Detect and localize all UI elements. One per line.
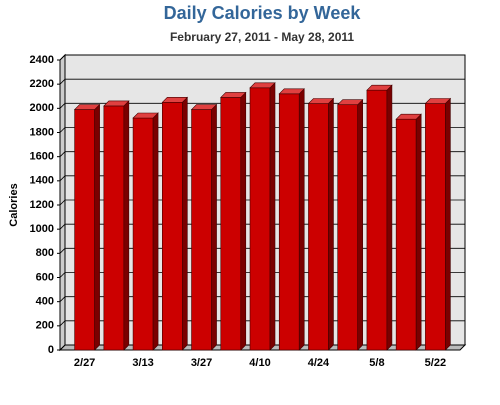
bar-top: [132, 112, 159, 119]
bar-front: [278, 93, 300, 351]
bar-top: [220, 92, 247, 98]
bar-side: [94, 103, 100, 351]
bar-front: [220, 97, 242, 351]
bar-side: [211, 103, 217, 351]
y-tick-label: 1000: [30, 223, 54, 235]
y-tick-label: 2400: [30, 54, 54, 66]
bar: [366, 84, 393, 351]
bar-top: [161, 96, 189, 103]
chart-title: Daily Calories by Week: [164, 3, 362, 23]
bar-top: [424, 98, 452, 104]
grid-line: [59, 78, 465, 85]
bar-side: [152, 112, 159, 351]
bar-front: [366, 89, 388, 351]
bar-front: [425, 103, 446, 351]
bar-top: [73, 104, 101, 110]
bar-front: [162, 101, 183, 351]
bar: [103, 100, 130, 351]
y-tick-label: 1800: [30, 126, 54, 138]
y-tick-label: 800: [36, 247, 54, 259]
bar-front: [249, 87, 271, 351]
bar-side: [386, 84, 393, 351]
y-tick-label: 1600: [30, 151, 54, 163]
bar-side: [328, 97, 334, 351]
bar-front: [337, 104, 358, 351]
x-tick-label: 3/27: [191, 357, 212, 369]
bar-front: [132, 117, 154, 351]
bar-side: [240, 91, 247, 351]
bar-front: [395, 118, 417, 351]
y-axis-label: Calories: [8, 183, 20, 226]
y-tick-label: 1200: [30, 199, 54, 211]
bar: [249, 82, 276, 351]
bar-side: [123, 100, 130, 351]
bar-top: [307, 98, 335, 104]
bar-front: [103, 105, 125, 351]
y-tick-label: 1400: [30, 175, 54, 187]
bar-top: [336, 99, 364, 106]
bar-top: [366, 84, 393, 91]
x-tick-label: 5/22: [425, 357, 446, 369]
bar: [132, 112, 159, 351]
bar-side: [415, 113, 422, 351]
x-tick-label: 4/10: [249, 357, 270, 369]
x-tick-label: 4/24: [308, 357, 330, 369]
bar-side: [357, 98, 363, 351]
y-tick-label: 2000: [30, 102, 54, 114]
bar: [307, 97, 335, 351]
bar-side: [445, 97, 451, 351]
x-tick-label: 3/13: [132, 357, 153, 369]
x-tick-label: 2/27: [74, 357, 95, 369]
chart-subtitle: February 27, 2011 - May 28, 2011: [170, 30, 354, 44]
bar-side: [269, 82, 276, 351]
x-tick-label: 5/8: [369, 357, 384, 369]
bar: [161, 96, 189, 351]
bar-top: [190, 104, 218, 110]
bar: [73, 103, 101, 351]
bar-front: [74, 109, 95, 351]
bar-top: [249, 82, 276, 89]
y-tick-label: 400: [36, 296, 54, 308]
bar: [395, 113, 422, 351]
bar-front: [308, 103, 329, 351]
bar-side: [182, 96, 188, 351]
y-tick-label: 0: [48, 344, 54, 356]
bar-front: [191, 109, 212, 351]
bar: [424, 97, 452, 351]
y-tick-label: 600: [36, 271, 54, 283]
bar: [190, 103, 218, 351]
bar-top: [103, 100, 130, 107]
y-tick-label: 2200: [30, 78, 54, 90]
bar-top: [395, 113, 422, 120]
bar-side: [298, 88, 305, 351]
y-tick-label: 200: [36, 320, 54, 332]
bar-top: [278, 88, 305, 95]
grid-line: [59, 54, 465, 61]
bar: [278, 88, 305, 351]
bar: [336, 98, 364, 351]
bar: [220, 91, 247, 351]
